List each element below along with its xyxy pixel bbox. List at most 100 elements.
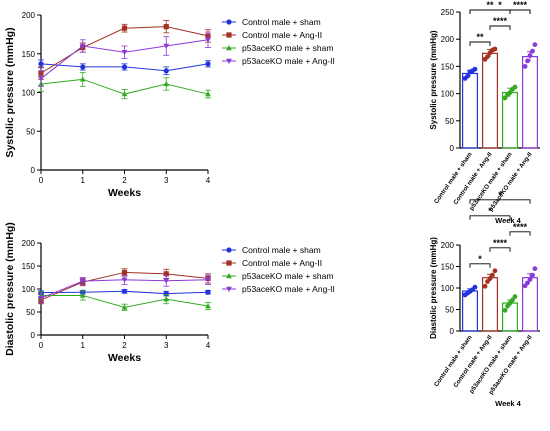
- y-axis-title: Diastolic pressure (mmHg): [429, 237, 438, 339]
- legend-marker: [226, 32, 232, 38]
- significance-bracket: [469, 215, 511, 220]
- legend-marker: [226, 286, 232, 292]
- y-tick-label: 0: [31, 166, 36, 175]
- data-point: [79, 76, 86, 82]
- bar: [482, 52, 499, 149]
- y-tick-label: 0: [450, 327, 455, 336]
- data-point: [472, 284, 478, 290]
- bar: [502, 302, 519, 332]
- data-point: [163, 43, 170, 49]
- data-point: [205, 91, 211, 97]
- data-point: [121, 304, 128, 310]
- line-chart-0: 0 50 100 150 200 0 1 2 3 4 Weeks Systolic pressure …: [4, 11, 335, 199]
- series-2: [38, 290, 211, 312]
- data-point: [205, 303, 211, 309]
- data-point: [502, 307, 508, 313]
- data-point: [163, 296, 170, 302]
- y-tick-label: 250: [441, 8, 455, 17]
- data-point: [121, 49, 128, 56]
- y-tick-label: 150: [22, 50, 36, 59]
- data-point: [525, 280, 530, 286]
- significance-label: ****: [513, 0, 528, 10]
- significance-label: *: [488, 206, 492, 216]
- x-tick-label: 3: [164, 176, 169, 185]
- bar-chart-1: 0 50 100 150 200 250 Systolic pressure (mmHg) C…: [429, 0, 540, 225]
- x-tick-label: 4: [206, 176, 211, 185]
- x-tick-label: 4: [206, 341, 211, 350]
- data-point: [512, 294, 518, 299]
- data-point: [121, 25, 128, 31]
- series-0: [38, 59, 211, 76]
- category-label: Control male + sham: [433, 151, 474, 205]
- data-point: [205, 61, 211, 67]
- series-1: [38, 268, 211, 305]
- legend: Control male + sham Control male + Ang-II…: [222, 245, 335, 294]
- data-point: [121, 277, 128, 283]
- data-point: [512, 84, 518, 90]
- data-point: [121, 91, 128, 97]
- legend-label: p53aceKO male + Ang-II: [242, 56, 335, 66]
- data-point: [465, 73, 470, 79]
- data-point: [532, 266, 538, 272]
- significance: ***********: [469, 190, 531, 268]
- bar: [521, 56, 538, 149]
- data-point: [121, 64, 128, 70]
- data-point: [525, 58, 530, 64]
- legend-marker: [226, 19, 232, 25]
- y-tick-label: 200: [441, 241, 455, 250]
- data-point: [79, 43, 86, 49]
- significance-label: **: [486, 0, 494, 10]
- y-tick-label: 200: [441, 35, 455, 44]
- x-axis-title: Weeks: [108, 352, 141, 364]
- series-3: [38, 31, 211, 87]
- data-point: [507, 90, 513, 95]
- x-tick-label: 1: [81, 176, 86, 185]
- category-label: Control male + sham: [433, 334, 474, 388]
- y-tick-label: 150: [22, 262, 36, 271]
- y-tick-label: 50: [445, 306, 454, 315]
- data-point: [121, 269, 128, 276]
- y-tick-label: 200: [22, 239, 36, 248]
- data-point: [205, 289, 211, 295]
- data-point: [38, 76, 44, 82]
- data-point: [502, 95, 508, 101]
- data-point: [527, 277, 533, 282]
- data-point: [79, 292, 86, 298]
- x-tick-label: 0: [39, 341, 44, 350]
- significance-bracket: [469, 199, 531, 204]
- line-chart-2: 0 50 100 150 200 0 1 2 3 4 Weeks Diastolic pressure…: [4, 222, 335, 364]
- y-tick-label: 50: [445, 117, 454, 126]
- x-tick-label: 1: [81, 341, 86, 350]
- significance-label: *: [498, 0, 502, 10]
- legend-marker: [226, 58, 232, 64]
- legend: Control male + sham Control male + Ang-II…: [222, 17, 335, 66]
- data-point: [522, 64, 528, 69]
- y-tick-label: 150: [441, 263, 455, 272]
- y-axis-title: Systolic pressure (mmHg): [4, 27, 16, 157]
- data-point: [530, 272, 535, 278]
- data-point: [485, 54, 490, 60]
- significance-label: **: [476, 32, 484, 42]
- significance-bracket: [489, 25, 511, 30]
- x-tick-label: 2: [122, 341, 127, 350]
- data-point: [38, 61, 44, 67]
- legend-marker: [226, 45, 232, 51]
- significance-bracket: [509, 9, 531, 14]
- x-axis-title: Weeks: [108, 187, 141, 199]
- significance-bracket: [509, 231, 531, 236]
- data-point: [482, 283, 488, 289]
- significance-bracket: [469, 263, 491, 268]
- y-tick-label: 0: [450, 144, 455, 153]
- x-axis-title: Week 4: [495, 399, 522, 408]
- data-point: [205, 277, 211, 283]
- significance-label: ****: [493, 16, 508, 26]
- y-tick-label: 50: [26, 308, 35, 317]
- data-point: [510, 297, 515, 303]
- significance-label: ****: [513, 222, 528, 232]
- data-point: [79, 278, 86, 285]
- legend-marker: [226, 247, 232, 253]
- significance-bracket: [489, 247, 511, 252]
- legend-marker: [226, 260, 232, 266]
